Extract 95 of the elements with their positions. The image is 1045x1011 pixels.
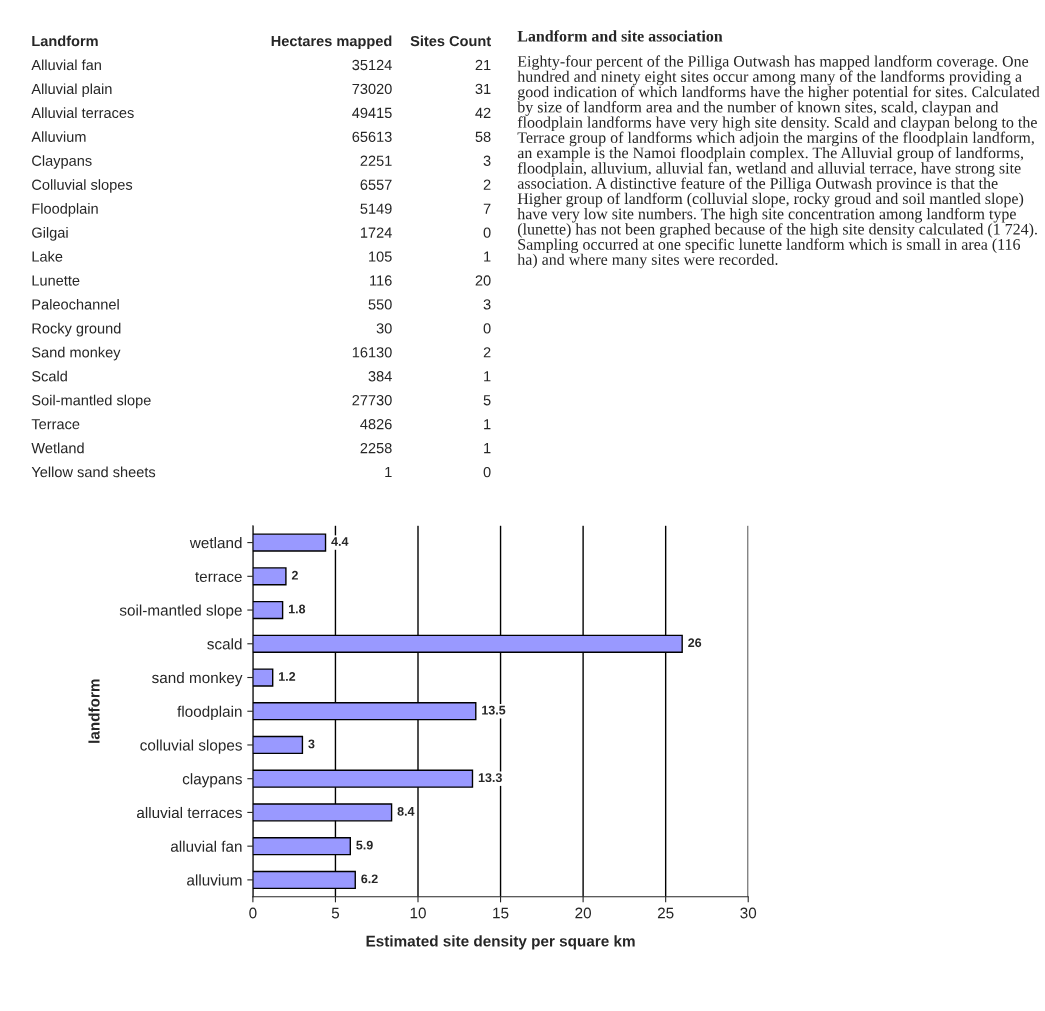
y-tick-label: floodplain — [177, 705, 242, 720]
data-label: 7 — [483, 203, 491, 214]
data-label: 3 — [483, 155, 491, 166]
y-tick-label: alluvial fan — [170, 840, 242, 852]
category-label: Yellow sand sheets — [31, 466, 156, 478]
y-tick-label: alluvium — [187, 874, 242, 886]
x-tick-label: 20 — [575, 907, 592, 919]
bar — [252, 735, 304, 755]
category-label: Alluvial terraces — [31, 107, 134, 119]
data-label: 21 — [475, 59, 491, 71]
data-label: 8.4 — [397, 806, 415, 816]
y-tick-label: sand monkey — [152, 671, 243, 687]
data-label: 13.3 — [478, 773, 502, 783]
y-tick-label: scald — [207, 638, 242, 650]
data-label: 42 — [475, 107, 491, 118]
data-label: 5 — [483, 395, 491, 406]
data-label: 6557 — [360, 179, 392, 190]
data-label: 31 — [475, 83, 491, 95]
data-label: 2 — [483, 347, 491, 358]
data-label: 4.4 — [331, 537, 349, 546]
category-label: Terrace — [31, 419, 80, 430]
bar — [252, 668, 274, 687]
y-tick-label: claypans — [182, 773, 242, 788]
text: Sites Count — [410, 35, 491, 47]
data-label: 5149 — [360, 203, 392, 214]
data-label: 0 — [483, 227, 491, 238]
data-label: 30 — [376, 323, 392, 334]
data-label: 3 — [483, 299, 491, 310]
x-axis-title: Estimated site density per square km — [366, 935, 635, 950]
data-label: 27730 — [352, 395, 392, 406]
data-label: 4826 — [360, 419, 392, 430]
bar — [252, 600, 284, 620]
y-tick-label: colluvial slopes — [140, 739, 242, 754]
category-label: Rocky ground — [32, 322, 121, 337]
x-tick-label: 0 — [249, 907, 257, 919]
legend-title: Landform — [32, 35, 98, 47]
data-label: 105 — [369, 251, 392, 262]
data-label: 2 — [291, 570, 298, 580]
x-tick-label: 10 — [410, 907, 426, 919]
data-label: 116 — [370, 275, 392, 286]
category-label: Gilgai — [32, 227, 68, 241]
data-label: 2258 — [360, 442, 392, 454]
data-label: 1 — [385, 467, 392, 478]
y-tick-label: soil-mantled slope — [119, 604, 242, 619]
x-tick-label: 5 — [331, 907, 340, 919]
data-label: 384 — [368, 371, 392, 382]
x-tick-label: 30 — [740, 907, 757, 919]
data-label: 1 — [484, 443, 491, 454]
category-label: Claypans — [32, 155, 92, 169]
category-label: Soil-mantled slope — [32, 394, 151, 409]
text: Hectares mapped — [271, 35, 392, 50]
data-label: 3 — [308, 739, 315, 749]
text: Landform and site association — [517, 30, 723, 42]
data-label: 5.9 — [356, 840, 373, 850]
data-label: 16130 — [352, 347, 392, 358]
y-tick-label: alluvial terraces — [136, 806, 242, 819]
y-axis-title: landform — [88, 679, 100, 743]
data-label: 1 — [484, 251, 491, 262]
data-label: 13.5 — [482, 705, 506, 715]
text: Eighty-four percent of the Pilliga Outwash has mapped landform coverage. One hundred and ninety eight sites occur among many of the landforms providing a good indication of which landforms have the higher potential for sites. Calculated by size of landform area and the number of known sites, scald, claypan and floodplain landforms have very high site density. Scald and claypan belong to the Terrace group of landforms which adjoin the margins of the floodplain landform, an example is the Namoi floodplain complex. The Alluvial group of landforms, floodplain, alluvium, alluvial fan, wetland and alluvial terrace, have strong site association. A distinctive feature of the Pilliga Outwash province is that the Higher group of landform (colluvial slope, rocky groud and soil mantled slope) have very low site numbers. The high site concentration among landform type (lunette) has not been graphed because of the high site density calculated (1 724). Sampling occurred at one specific lunette landform which is small in area (116 ha) and where many sites were recorded. — [517, 55, 1040, 269]
category-label: Sand monkey — [32, 346, 121, 361]
data-label: 65613 — [352, 131, 392, 142]
data-label: 35124 — [352, 59, 392, 71]
category-label: Colluvial slopes — [32, 179, 133, 193]
bar — [252, 533, 327, 552]
category-label: Wetland — [31, 442, 84, 454]
y-tick-label: terrace — [195, 571, 242, 582]
data-label: 58 — [475, 131, 491, 142]
category-label: Alluvium — [31, 131, 86, 142]
category-label: Lake — [32, 251, 63, 262]
data-label: 1 — [484, 419, 491, 430]
data-label: 1.8 — [288, 604, 306, 614]
data-label: 2 — [483, 179, 491, 190]
data-label: 73020 — [352, 83, 392, 95]
category-label: Alluvial fan — [31, 59, 101, 71]
data-label: 0 — [483, 323, 491, 334]
category-label: Scald — [32, 370, 67, 382]
category-label: Floodplain — [32, 203, 98, 217]
y-tick-label: wetland — [189, 537, 242, 549]
x-tick-label: 15 — [493, 907, 509, 919]
category-label: Paleochannel — [32, 298, 119, 310]
data-label: 1724 — [360, 227, 392, 238]
bar — [252, 567, 287, 586]
data-label: 550 — [368, 299, 392, 310]
data-label: 20 — [475, 275, 491, 286]
data-label: 2251 — [360, 155, 392, 166]
data-label: 1.2 — [279, 672, 296, 681]
data-label: 26 — [688, 638, 702, 648]
data-label: 0 — [483, 466, 491, 478]
category-label: Lunette — [32, 275, 80, 286]
x-tick-label: 25 — [657, 907, 674, 919]
data-label: 6.2 — [361, 874, 378, 884]
data-label: 49415 — [352, 107, 392, 119]
data-label: 1 — [484, 371, 491, 382]
category-label: Alluvial plain — [31, 83, 112, 97]
